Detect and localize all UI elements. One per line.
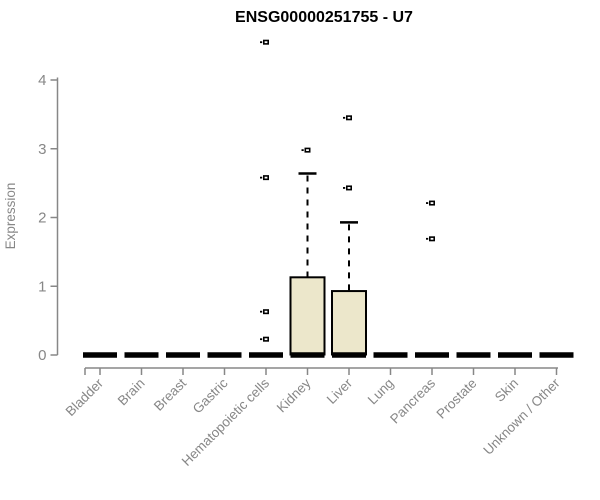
outlier-hematopoietic-cells-dash (260, 338, 263, 341)
x-axis-label-kidney: Kidney (274, 375, 314, 415)
x-axis-label-bladder: Bladder (63, 375, 107, 419)
y-tick-label: 4 (38, 72, 46, 89)
x-axis-label-liver: Liver (324, 375, 356, 407)
outlier-pancreas-dash (426, 237, 429, 240)
median-bar-bladder (83, 352, 117, 358)
x-axis-label-prostate: Prostate (433, 376, 479, 422)
y-tick-label: 1 (38, 278, 46, 295)
median-bar-hematopoietic-cells (249, 352, 283, 358)
outlier-hematopoietic-cells-dash (260, 176, 263, 179)
y-axis-title: Expression (3, 183, 18, 250)
outlier-liver-center (347, 116, 351, 119)
median-bar-gastric (207, 352, 242, 358)
outlier-pancreas-dash (426, 202, 429, 204)
y-tick-label: 0 (38, 347, 46, 364)
median-bar-kidney (290, 352, 325, 358)
box-kidney (289, 276, 326, 356)
outlier-hematopoietic-cells-center (264, 310, 268, 313)
outlier-hematopoietic-cells-dash (260, 310, 263, 313)
outlier-hematopoietic-cells-center (264, 176, 268, 179)
median-bar-liver (332, 352, 366, 358)
median-bar-lung (373, 352, 408, 358)
box-liver (331, 290, 367, 356)
y-tick-label: 2 (38, 210, 46, 227)
y-tick-label: 3 (38, 141, 46, 158)
x-axis-label-skin: Skin (492, 376, 521, 405)
outlier-hematopoietic-cells-dash (260, 41, 263, 44)
chart-title: ENSG00000251755 - U7 (235, 9, 413, 26)
outlier-liver-dash (343, 187, 346, 189)
outlier-kidney-dash (301, 149, 304, 152)
outlier-liver-center (347, 187, 351, 189)
outlier-kidney-center (306, 149, 309, 152)
outlier-liver-dash (343, 116, 346, 119)
median-bar-prostate (456, 352, 491, 358)
median-bar-skin (498, 352, 532, 358)
outlier-hematopoietic-cells-center (264, 41, 268, 44)
x-axis-label-brain: Brain (115, 376, 148, 409)
x-axis-label-breast: Breast (151, 375, 189, 413)
x-axis-label-lung: Lung (365, 376, 397, 408)
median-bar-pancreas (415, 352, 449, 358)
x-axis-label-gastric: Gastric (190, 375, 231, 416)
outlier-hematopoietic-cells-center (264, 338, 268, 341)
outlier-pancreas-center (430, 237, 434, 240)
median-bar-unknown-other (539, 352, 574, 358)
median-bar-breast (166, 352, 200, 358)
x-axis-label-unknown-other: Unknown / Other (480, 375, 563, 458)
median-bar-brain (124, 352, 159, 358)
outlier-pancreas-center (430, 202, 434, 204)
x-axis-label-pancreas: Pancreas (387, 375, 438, 426)
